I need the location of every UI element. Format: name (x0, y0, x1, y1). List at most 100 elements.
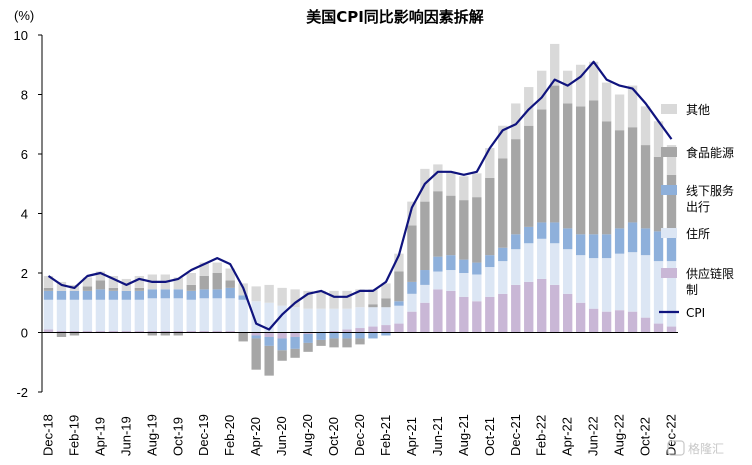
bar-segment (433, 289, 443, 333)
bar-segment (56, 290, 67, 300)
y-axis-ticks: -2 0 2 4 6 8 10 (14, 28, 42, 400)
bar-segment (199, 331, 209, 333)
bar-segment (329, 331, 339, 333)
bar-segment (511, 103, 521, 140)
bar-segment (381, 332, 391, 336)
x-tick-label: Oct-22 (638, 417, 653, 456)
bar-segment (121, 331, 132, 333)
x-tick-label: Aug-22 (612, 414, 627, 456)
x-tick-label: Dec-20 (352, 414, 367, 456)
bar-segment (563, 103, 573, 229)
bar-segment (381, 307, 391, 326)
x-tick-label: Jun-20 (274, 416, 289, 456)
bar-segment (264, 302, 274, 333)
legend-swatch (661, 228, 677, 238)
bar-segment (43, 287, 54, 291)
bar-segment (666, 261, 677, 327)
bar-segment (381, 298, 391, 308)
bar-segment (485, 296, 495, 333)
bar-segment (82, 286, 93, 291)
bar-segment (446, 270, 456, 291)
bar-segment (666, 234, 677, 262)
legend-label: 供应链限制 (686, 266, 734, 297)
bar-segment (69, 299, 80, 332)
bar-segment (472, 173, 482, 198)
x-tick-label: Jun-22 (586, 416, 601, 456)
watermark-logo-icon (667, 440, 685, 456)
bar-segment (238, 332, 248, 342)
bar-segment (601, 121, 612, 235)
bar-segment (550, 243, 560, 285)
bar-segment (290, 307, 300, 333)
x-tick-label: Apr-19 (92, 417, 107, 456)
bar-segment (381, 283, 391, 299)
bar-segment (394, 253, 404, 272)
bar-segment (588, 258, 599, 309)
bar-segment (121, 290, 132, 300)
bar-segment (485, 267, 495, 297)
x-tick-label: Feb-20 (222, 415, 237, 456)
bar-segment (653, 323, 664, 333)
bar-segment (108, 287, 119, 291)
bar-segment (394, 301, 404, 306)
bar-segment (251, 286, 261, 302)
bar-segment (225, 280, 235, 288)
bar-segment (368, 289, 378, 305)
bar-segment (316, 332, 326, 340)
legend-swatch (661, 104, 677, 114)
x-tick-label: Aug-20 (300, 414, 315, 456)
bar-segment (407, 281, 417, 294)
chart-title: 美国CPI同比影响因素拆解 (306, 8, 484, 26)
bar-segment (653, 156, 664, 232)
bar-segment (563, 293, 573, 333)
bar-segment (43, 329, 54, 333)
x-tick-label: Oct-19 (170, 417, 185, 456)
bar-segment (640, 255, 651, 318)
bar-segment (420, 270, 430, 285)
cpi-line (47, 60, 673, 331)
bar-segment (69, 331, 80, 333)
bar-segment (121, 299, 132, 332)
y-tick-label: 2 (21, 266, 28, 281)
bar-segment (627, 222, 638, 253)
bar-segment (316, 339, 326, 346)
bar-segment (303, 308, 313, 333)
bar-segment (420, 284, 430, 303)
bar-segment (160, 332, 170, 336)
bar-segment (108, 290, 119, 300)
bar-segment (277, 350, 287, 361)
bar-segment (575, 255, 586, 303)
bar-segment (134, 287, 145, 291)
bar-segment (173, 332, 183, 336)
x-tick-label: Oct-21 (482, 417, 497, 456)
x-tick-label: Apr-21 (404, 417, 419, 456)
bar-segment (653, 231, 664, 262)
bar-segment (69, 332, 80, 336)
legend-label: 线下服务出行 (686, 183, 734, 214)
bar-segment (588, 234, 599, 259)
bar-segment (563, 70, 573, 104)
bar-segment (329, 290, 339, 309)
bar-segment (614, 228, 625, 254)
x-tick-label: Dec-22 (664, 414, 679, 456)
bar-segment (368, 326, 378, 333)
bar-segment (82, 331, 93, 333)
bar-segment (420, 201, 430, 271)
bar-segment (407, 311, 417, 333)
bar-segment (550, 85, 560, 223)
bar-segment (212, 262, 222, 273)
bar-segment (147, 289, 157, 299)
bar-segment (368, 307, 378, 327)
bar-segment (95, 271, 106, 281)
bar-segment (134, 331, 145, 333)
bar-segment (550, 43, 560, 86)
bar-segment (394, 271, 404, 302)
bar-segment (303, 342, 313, 352)
bar-segment (303, 333, 313, 343)
bar-segment (212, 273, 222, 290)
bar-segment (147, 298, 157, 332)
bar-segment (251, 301, 261, 333)
bar-segment (394, 323, 404, 333)
bar-segment (627, 85, 638, 128)
y-tick-label: 4 (21, 207, 28, 222)
